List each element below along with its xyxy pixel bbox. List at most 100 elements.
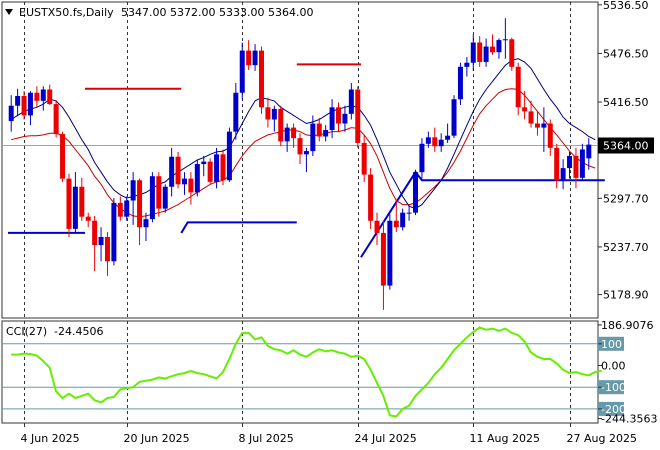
bearish-candle bbox=[207, 161, 213, 182]
collapse-triangle-icon[interactable] bbox=[5, 9, 13, 15]
bullish-candle bbox=[233, 92, 239, 132]
date-tick-label: 20 Jun 2025 bbox=[124, 432, 190, 445]
bearish-candle bbox=[53, 104, 59, 135]
cci-title: CCI(27) bbox=[6, 325, 47, 338]
cci-tick-label: 100 bbox=[601, 338, 622, 351]
ohlc-values: 5347.00 5372.00 5333.00 5364.00 bbox=[121, 6, 313, 19]
slow-moving-average-line bbox=[11, 88, 596, 218]
price-tick-label: 5297.70 bbox=[603, 192, 649, 205]
bullish-candle bbox=[149, 176, 155, 220]
bearish-candle bbox=[509, 39, 515, 67]
bullish-candle bbox=[586, 144, 592, 159]
date-tick-label: 11 Aug 2025 bbox=[470, 432, 540, 445]
bearish-candle bbox=[85, 216, 91, 221]
cci-line bbox=[11, 326, 602, 418]
bullish-candle bbox=[130, 180, 136, 201]
bearish-candle bbox=[432, 137, 438, 147]
bullish-candle bbox=[464, 62, 470, 67]
bullish-candle bbox=[310, 123, 316, 152]
bearish-candle bbox=[188, 178, 194, 193]
price-panel-border bbox=[1, 1, 599, 319]
bullish-candle bbox=[406, 212, 412, 214]
cci-series bbox=[11, 326, 602, 418]
bearish-candle bbox=[380, 232, 386, 286]
chart-header: EUSTX50.fs,Daily 5347.00 5372.00 5333.00… bbox=[5, 6, 313, 19]
cci-level-tag bbox=[598, 336, 624, 351]
moving-averages bbox=[10, 58, 596, 218]
date-tick-label: 27 Aug 2025 bbox=[567, 432, 637, 445]
bearish-candle bbox=[47, 89, 53, 105]
bullish-candle bbox=[111, 202, 117, 262]
bullish-candle bbox=[348, 89, 354, 114]
bullish-candle bbox=[15, 95, 21, 106]
bearish-candle bbox=[66, 178, 72, 229]
bullish-candle bbox=[239, 50, 245, 93]
bullish-candle bbox=[541, 123, 547, 128]
bearish-candle bbox=[278, 108, 284, 142]
bearish-candle bbox=[297, 138, 303, 155]
cci-gridlines bbox=[2, 321, 598, 423]
cci-current-value: -24.4506 bbox=[54, 325, 103, 338]
bearish-candle bbox=[316, 123, 322, 137]
bullish-candle bbox=[496, 40, 502, 53]
bearish-candle bbox=[336, 107, 342, 124]
price-panel bbox=[1, 1, 599, 319]
date-tick-label: 8 Jul 2025 bbox=[239, 432, 294, 445]
bullish-candle bbox=[387, 220, 393, 286]
bullish-candle bbox=[284, 127, 290, 142]
bullish-candle bbox=[194, 164, 200, 193]
bearish-candle bbox=[137, 180, 143, 228]
cci-tick-label: -100 bbox=[601, 381, 626, 394]
bearish-candle bbox=[265, 107, 271, 120]
bullish-candle bbox=[567, 155, 573, 169]
bearish-candle bbox=[220, 154, 226, 181]
bullish-candle bbox=[400, 212, 406, 228]
bullish-candle bbox=[323, 130, 329, 137]
bullish-candle bbox=[457, 66, 463, 100]
bullish-candle bbox=[181, 178, 187, 185]
bearish-candle bbox=[92, 220, 98, 246]
price-tick-label: 5416.50 bbox=[603, 96, 649, 109]
bearish-candle bbox=[60, 134, 66, 179]
bearish-candle bbox=[554, 147, 560, 181]
bullish-candle bbox=[303, 151, 309, 155]
bearish-candle bbox=[156, 176, 162, 209]
price-tick-label: 5237.70 bbox=[603, 241, 649, 254]
bearish-candle bbox=[355, 89, 361, 143]
cci-tick-label: 186.9076 bbox=[601, 319, 654, 332]
cci-level-tag bbox=[598, 401, 624, 416]
bullish-candle bbox=[579, 149, 585, 178]
support-line bbox=[180, 221, 297, 234]
bearish-candle bbox=[374, 220, 380, 233]
bearish-candle bbox=[368, 174, 374, 221]
bearish-candle bbox=[522, 107, 528, 112]
support-line bbox=[360, 170, 605, 258]
bullish-candle bbox=[143, 219, 149, 228]
bullish-candle bbox=[438, 139, 444, 147]
bullish-candle bbox=[252, 50, 258, 66]
candlesticks bbox=[8, 18, 592, 310]
bullish-candle bbox=[8, 105, 14, 122]
cci-header: CCI(27) -24.4506 bbox=[6, 325, 103, 338]
bearish-candle bbox=[175, 156, 181, 185]
current-price-tag: 5364.00 bbox=[598, 137, 654, 154]
bearish-candle bbox=[361, 142, 367, 175]
bearish-candle bbox=[528, 111, 534, 124]
current-price-box bbox=[598, 137, 654, 154]
bullish-candle bbox=[470, 42, 476, 63]
bullish-candle bbox=[98, 236, 104, 246]
date-tick-label: 4 Jun 2025 bbox=[21, 432, 80, 445]
bearish-candle bbox=[393, 220, 399, 228]
cci-tick-label: -200 bbox=[601, 403, 626, 416]
bullish-candle bbox=[413, 172, 419, 213]
symbol-label: EUSTX50.fs,Daily bbox=[19, 6, 114, 19]
cci-axis: 186.9076 100 0.00 -100 -200-244.3563 bbox=[598, 319, 657, 426]
bullish-candle bbox=[72, 186, 78, 229]
bullish-candle bbox=[162, 186, 168, 209]
bearish-candle bbox=[477, 42, 483, 62]
bullish-candle bbox=[271, 108, 277, 120]
cci-tick-label: 0.00 bbox=[601, 359, 626, 372]
current-price-label: 5364.00 bbox=[603, 140, 649, 153]
price-tick-label: 5536.50 bbox=[603, 0, 649, 12]
bearish-candle bbox=[117, 202, 123, 217]
